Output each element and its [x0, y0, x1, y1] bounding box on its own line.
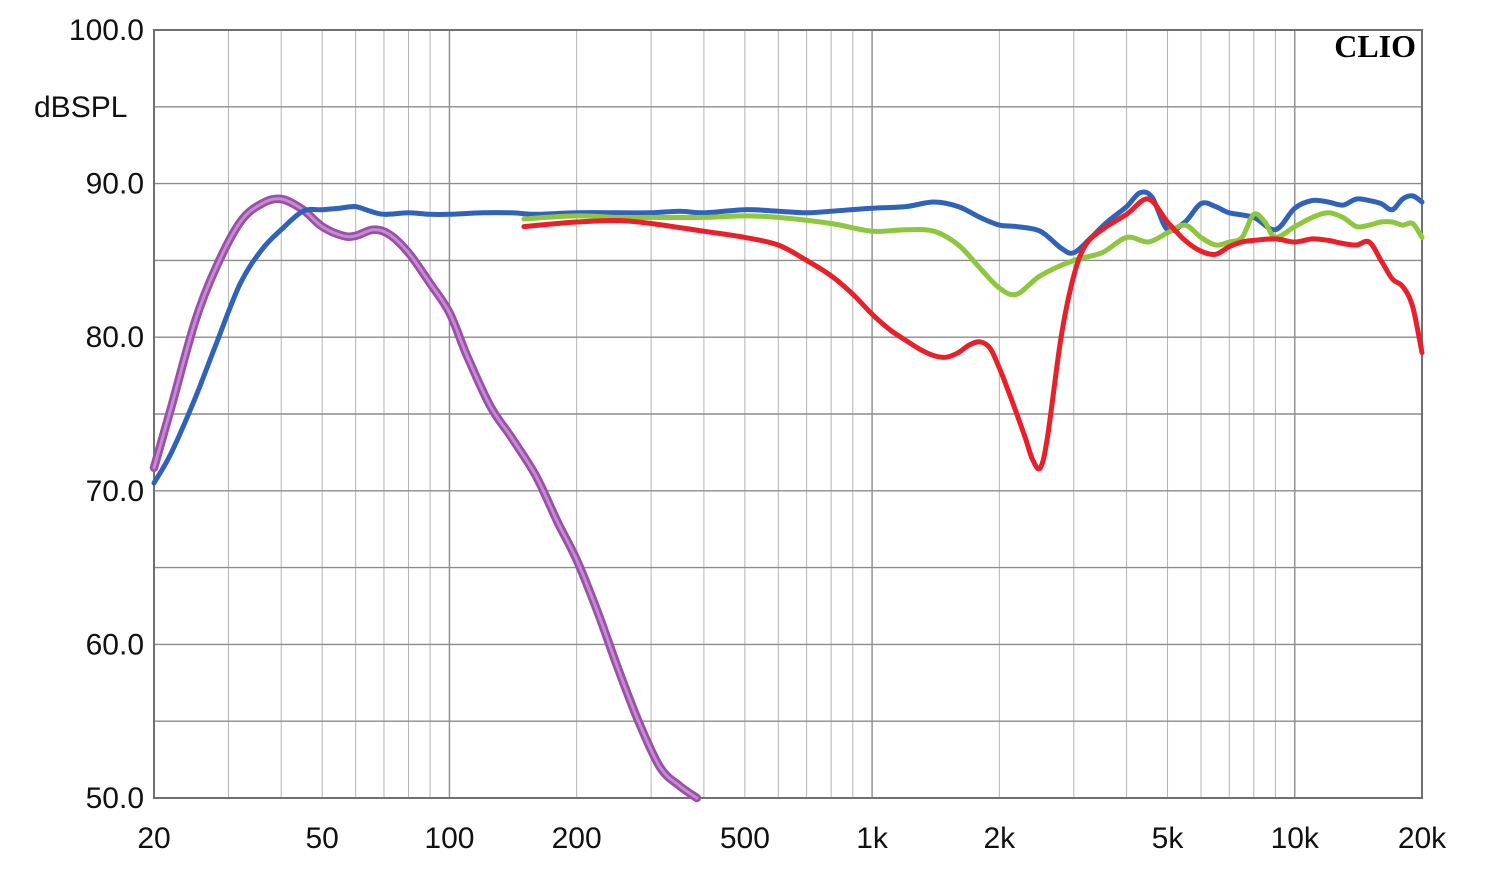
plot-frame — [153, 29, 1423, 799]
curve-blue — [151, 189, 1425, 486]
x-tick-label: 5k — [1152, 822, 1185, 855]
brand-label: CLIO — [1334, 28, 1416, 64]
y-tick-label: 80.0 — [86, 321, 144, 354]
curves — [149, 189, 1425, 803]
x-tick-label: 1k — [856, 822, 889, 855]
x-tick-label: 2k — [983, 822, 1016, 855]
y-tick-label: 70.0 — [86, 475, 144, 508]
grid — [154, 30, 1422, 798]
y-axis-unit-label: dBSPL — [34, 91, 127, 124]
tick-labels: 20 50 100 200 500 1k 2k 5k 10k 20k 50.0 60.0 70.0 80.… — [69, 14, 1447, 855]
x-tick-label: 10k — [1271, 822, 1320, 855]
curve-red — [521, 196, 1425, 472]
y-tick-label: 90.0 — [86, 168, 144, 201]
x-tick-label: 20k — [1398, 822, 1447, 855]
x-tick-label: 500 — [720, 822, 770, 855]
y-tick-label: 60.0 — [86, 628, 144, 661]
curve-purple-core — [152, 197, 699, 800]
x-tick-label: 50 — [306, 822, 339, 855]
x-tick-label: 100 — [424, 822, 474, 855]
y-tick-label: 100.0 — [69, 14, 144, 47]
x-tick-label: 200 — [552, 822, 602, 855]
x-tick-label: 20 — [137, 822, 170, 855]
curve-green — [521, 210, 1425, 298]
y-tick-label: 50.0 — [86, 782, 144, 815]
